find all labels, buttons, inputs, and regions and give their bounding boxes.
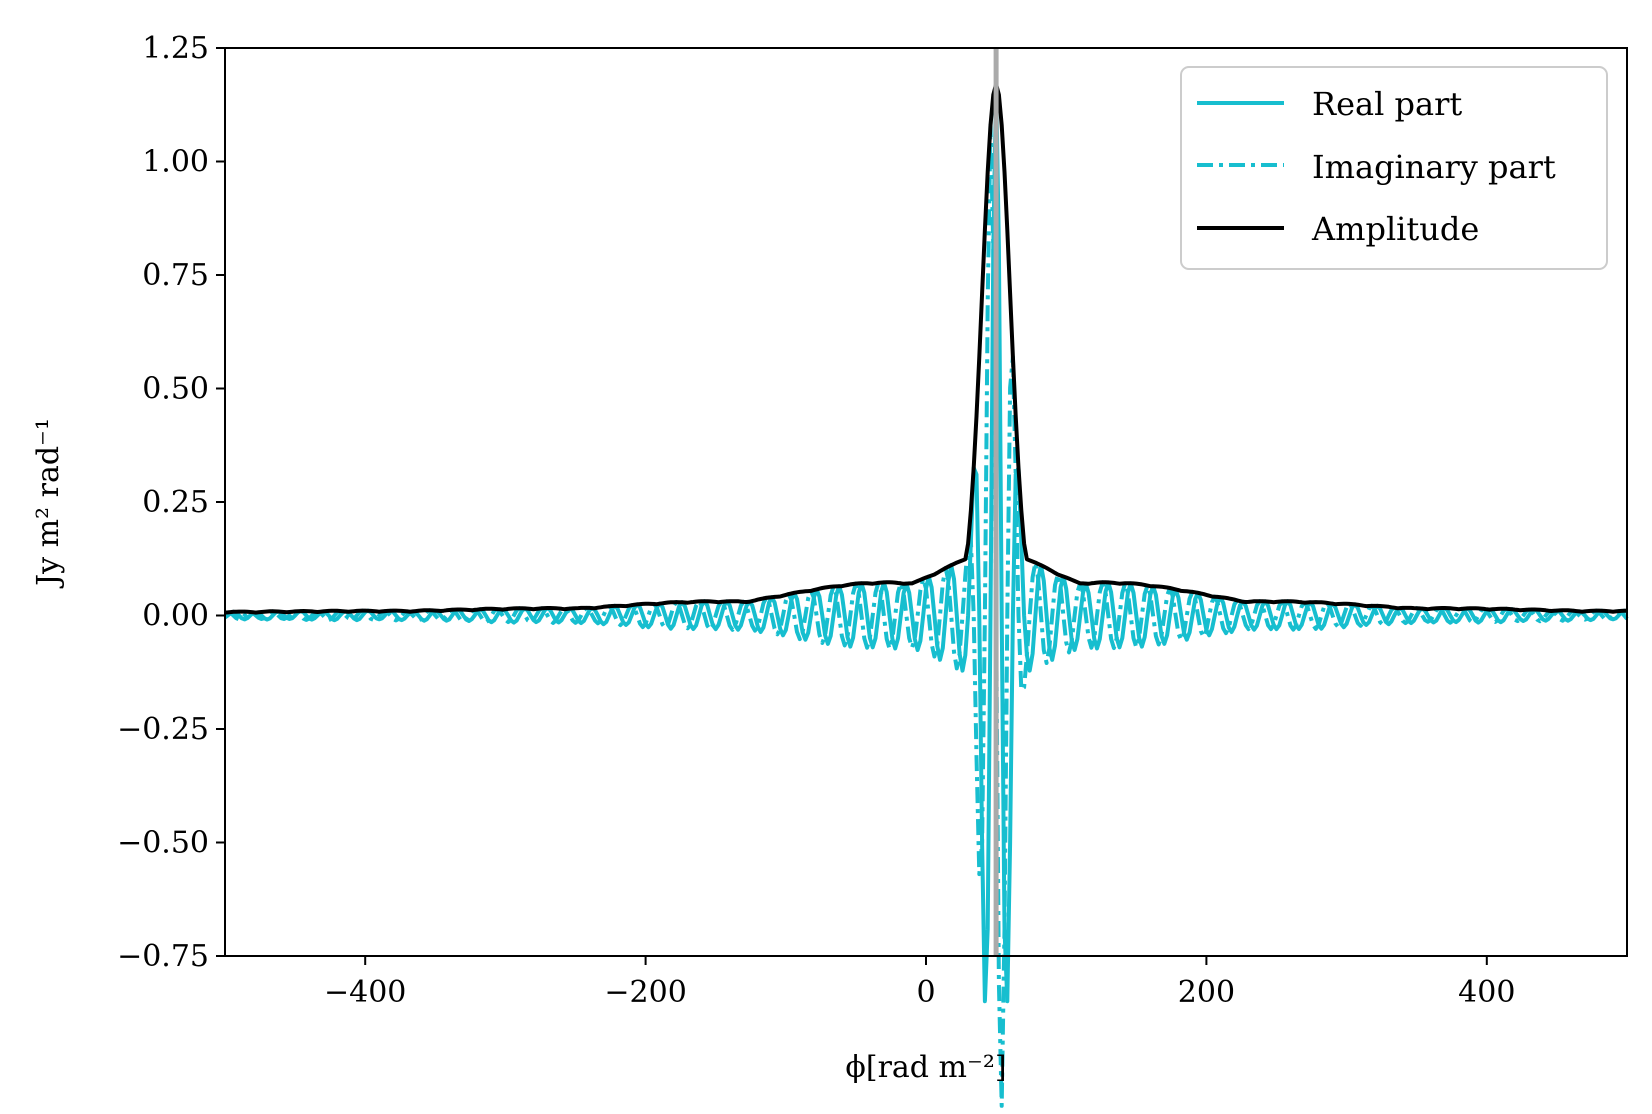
x-tick-label: 400 xyxy=(1458,975,1515,1010)
legend: Real part Imaginary part Amplitude xyxy=(1180,66,1608,270)
legend-label-amplitude: Amplitude xyxy=(1311,210,1479,248)
y-axis: −0.75 −0.50 −0.25 0.00 0.25 0.50 0.75 1.00 1.25 xyxy=(117,31,225,974)
x-axis-label: ϕ[rad m⁻²] xyxy=(845,1050,1006,1085)
y-tick-label: 0.50 xyxy=(142,372,209,407)
y-tick-label: 0.25 xyxy=(142,485,209,520)
x-axis: −400 −200 0 200 400 xyxy=(324,956,1515,1010)
y-tick-label: −0.50 xyxy=(117,826,209,861)
y-tick-label: −0.25 xyxy=(117,712,209,747)
x-tick-label: 0 xyxy=(916,975,935,1010)
series-layer xyxy=(223,82,1629,1108)
x-tick-label: −200 xyxy=(604,975,686,1010)
y-axis-label: Jy m² rad⁻¹ xyxy=(31,418,66,589)
x-tick-label: 200 xyxy=(1178,975,1235,1010)
y-tick-label: 0.00 xyxy=(142,599,209,634)
y-tick-label: 1.00 xyxy=(142,145,209,180)
legend-label-imaginary: Imaginary part xyxy=(1312,148,1556,186)
y-tick-label: 1.25 xyxy=(142,31,209,66)
y-tick-label: −0.75 xyxy=(117,939,209,974)
legend-label-real: Real part xyxy=(1312,85,1462,123)
y-tick-label: 0.75 xyxy=(142,258,209,293)
x-tick-label: −400 xyxy=(324,975,406,1010)
series-line-2 xyxy=(224,82,1628,615)
legend-box xyxy=(1180,66,1608,270)
